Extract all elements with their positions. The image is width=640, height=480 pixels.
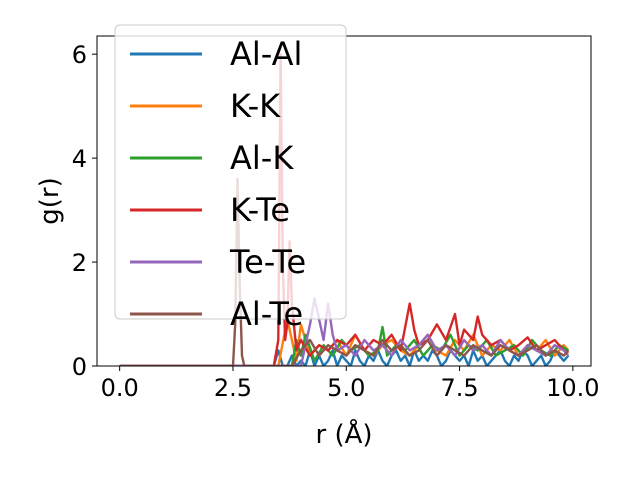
- legend-entry: Al-K: [230, 139, 294, 177]
- legend: Al-Al K-K Al-K K-Te Te-Te Al-Te: [114, 24, 347, 333]
- legend-entry: Al-Te: [230, 295, 303, 333]
- y-axis: 0 2 4 6: [72, 41, 97, 381]
- y-tick-label: 2: [72, 249, 87, 277]
- x-axis-label: r (Å): [315, 418, 372, 450]
- x-tick-label: 7.5: [440, 374, 478, 402]
- y-tick-label: 6: [72, 41, 87, 69]
- x-tick-label: 2.5: [214, 374, 252, 402]
- y-tick-label: 4: [72, 145, 87, 173]
- x-tick-label: 5.0: [327, 374, 365, 402]
- y-tick-label: 0: [72, 353, 87, 381]
- legend-box: [114, 24, 347, 320]
- series-line-0: [119, 349, 570, 366]
- legend-entry: Te-Te: [229, 243, 306, 281]
- series-line-5: [119, 177, 570, 366]
- x-tick-label: 0.0: [101, 374, 139, 402]
- y-axis-label: g(r): [35, 177, 65, 224]
- legend-entry: K-K: [230, 87, 281, 125]
- x-axis: 0.0 2.5 5.0 7.5 10.0: [101, 366, 600, 402]
- x-tick-label: 10.0: [546, 374, 599, 402]
- legend-entry: K-Te: [230, 191, 290, 229]
- legend-entry: Al-Al: [230, 35, 302, 73]
